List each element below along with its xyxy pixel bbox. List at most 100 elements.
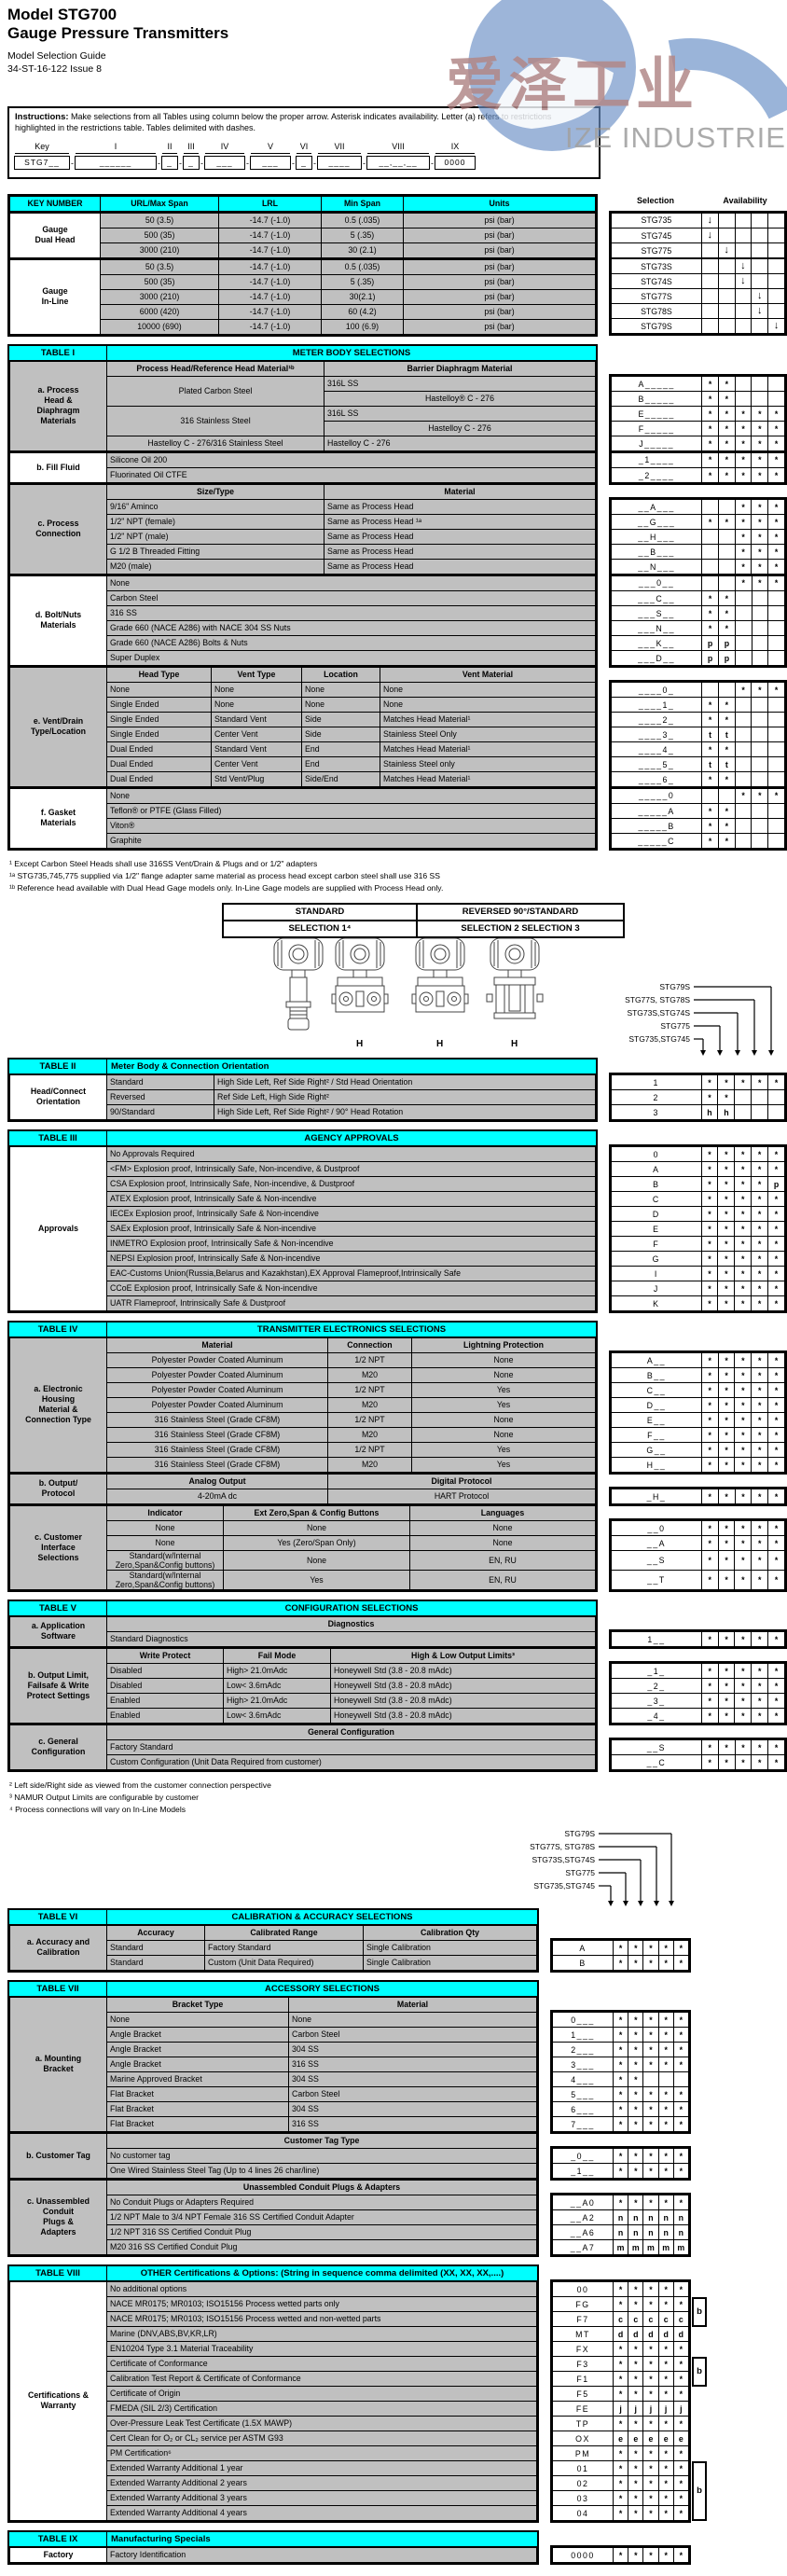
selection-row: __A * * * * * [611,1535,785,1552]
availability-mark [734,590,752,607]
availability-header-label: Availability [723,195,767,205]
data-cell: Custom (Unit Data Required) [204,1954,364,1971]
availability-mark: * [701,421,719,437]
data-cell: Flat Bracket [106,2100,289,2117]
availability-mark: * [612,2296,629,2313]
availability-mark [701,544,719,561]
availability-mark: * [717,1489,736,1505]
data-cell: Polyester Powder Coated Aluminum [106,1351,328,1368]
table-header-bar: TABLE VIII OTHER Certifications & Options… [9,2265,537,2281]
availability-mark: d [612,2326,629,2343]
data-cell: 316 Stainless Steel (Grade CF8M) [106,1426,328,1443]
column-header: Diagnostics [106,1615,596,1632]
data-cell: IECEx Explosion proof, Intrinsically Saf… [106,1205,596,1222]
availability-mark [734,833,752,850]
availability-mark: * [767,1382,785,1399]
data-cell: NEPSI Explosion proof, Intrinsically Saf… [106,1250,596,1267]
data-cell: 1/2 NPT 316 SS Certified Conduit Plug [106,2223,537,2240]
table-block-t1: TABLE I METER BODY SELECTIONS a. Process H… [7,343,787,852]
selection-row: _1_ * * * * * [611,1663,785,1680]
availability-mark: * [717,1412,736,1429]
data-cell: Side/End [301,770,380,787]
selection-code: STG775 [611,242,702,259]
availability-mark: * [642,2057,659,2073]
availability-mark: d [672,2326,689,2343]
selection-code: _____0 [610,787,703,805]
availability-mark: * [657,2042,674,2058]
data-row: Certificate of Conformance [10,2355,537,2372]
availability-mark: * [642,2148,659,2165]
availability-mark: j [642,2401,659,2417]
key-number-table: KEY NUMBER URL/Max Span LRL Min Span Units Ga… [7,193,598,337]
availability-mark: t [701,727,719,743]
availability-mark: * [767,406,785,422]
availability-mark: * [701,436,719,452]
footnote-line: ¹ᵇ Reference head available with Dual He… [9,883,444,893]
selection-table: A_____ * * B_____ * * E_____ * * * * * F_____ * * * * * J_… [610,376,785,452]
data-cell: Matches Head Material¹ [380,711,596,727]
availability-mark: * [657,2547,674,2564]
availability-mark: * [672,2057,689,2073]
data-row: Dual Ended Std Vent/Plug Side/End Matches H… [10,770,596,787]
availability-mark: * [751,1176,769,1193]
data-cell: 1/2" NPT (female) [106,513,324,530]
selection-code: 0000 [552,2547,614,2564]
data-cell: Extended Warranty Additional 2 years [106,2474,537,2491]
availability-mark [718,559,736,575]
availability-mark: * [751,499,769,516]
selection-code: __N___ [610,559,703,575]
availability-mark [718,499,736,516]
document-header: Model STG700 Gauge Pressure Transmitters… [0,0,787,103]
availability-mark: * [701,712,719,728]
availability-mark: * [717,741,736,758]
data-cell: Same as Process Head [324,528,596,545]
data-cell: Grade 660 (NACE A286) Bolts & Nuts [106,634,596,651]
data-cell: 1/2 NPT [327,1411,412,1428]
selection-code: OX [552,2431,614,2447]
down-arrow-icon: ↓ [751,288,769,305]
availability-mark: m [642,2239,659,2256]
availability-mark [767,212,785,229]
selection-row: A * * * * * [611,1161,785,1178]
selection-row: 1___ * * * * * [552,2027,689,2043]
availability-mark [701,499,719,516]
selection-code: F3 [552,2356,614,2373]
availability-mark [767,376,785,393]
availability-mark: * [642,2460,659,2477]
availability-mark: * [751,682,769,699]
availability-mark [717,318,736,335]
section-label: Approvals [9,1145,107,1311]
key-data-cell: -14.7 (-1.0) [218,212,322,229]
availability-mark: * [628,2163,644,2180]
availability-mark: * [628,2547,644,2564]
availability-mark: * [612,2547,629,2564]
availability-mark: * [751,1708,769,1724]
availability-mark: * [717,590,736,607]
availability-mark: * [672,2281,689,2298]
selection-row: __A7 m m m m m [552,2239,689,2256]
selection-row: __S * * * * * [611,1550,785,1572]
selection-row: STG73S ↓ [611,257,785,275]
key-segment-9: IX 0000 [435,142,476,170]
availability-mark: * [701,605,719,622]
data-cell: ATEX Explosion proof, Intrinsically Safe… [106,1190,596,1207]
selection-row: 0000 * * * * * [552,2547,689,2564]
availability-mark: * [642,2086,659,2103]
availability-mark: * [657,2386,674,2403]
selection-table: 1__ * * * * * [611,1631,785,1648]
data-cell: EAC-Customs Union(Russia,Belarus and Kaz… [106,1265,596,1281]
selection-code: __A [611,1535,702,1552]
availability-mark: * [612,2057,629,2073]
availability-mark: * [717,712,736,728]
availability-mark: * [628,2460,644,2477]
availability-mark: * [751,1663,769,1680]
availability-mark [751,228,769,244]
selection-row: ___C__ * * [610,590,785,607]
availability-mark: * [612,2386,629,2403]
availability-mark: * [700,1520,719,1537]
availability-mark [751,605,769,622]
availability-mark: * [734,1457,752,1474]
selection-row: PM * * * * * [552,2445,689,2462]
table-title: CALIBRATION & ACCURACY SELECTIONS [231,1911,413,1922]
dash-separator: - [246,158,249,168]
